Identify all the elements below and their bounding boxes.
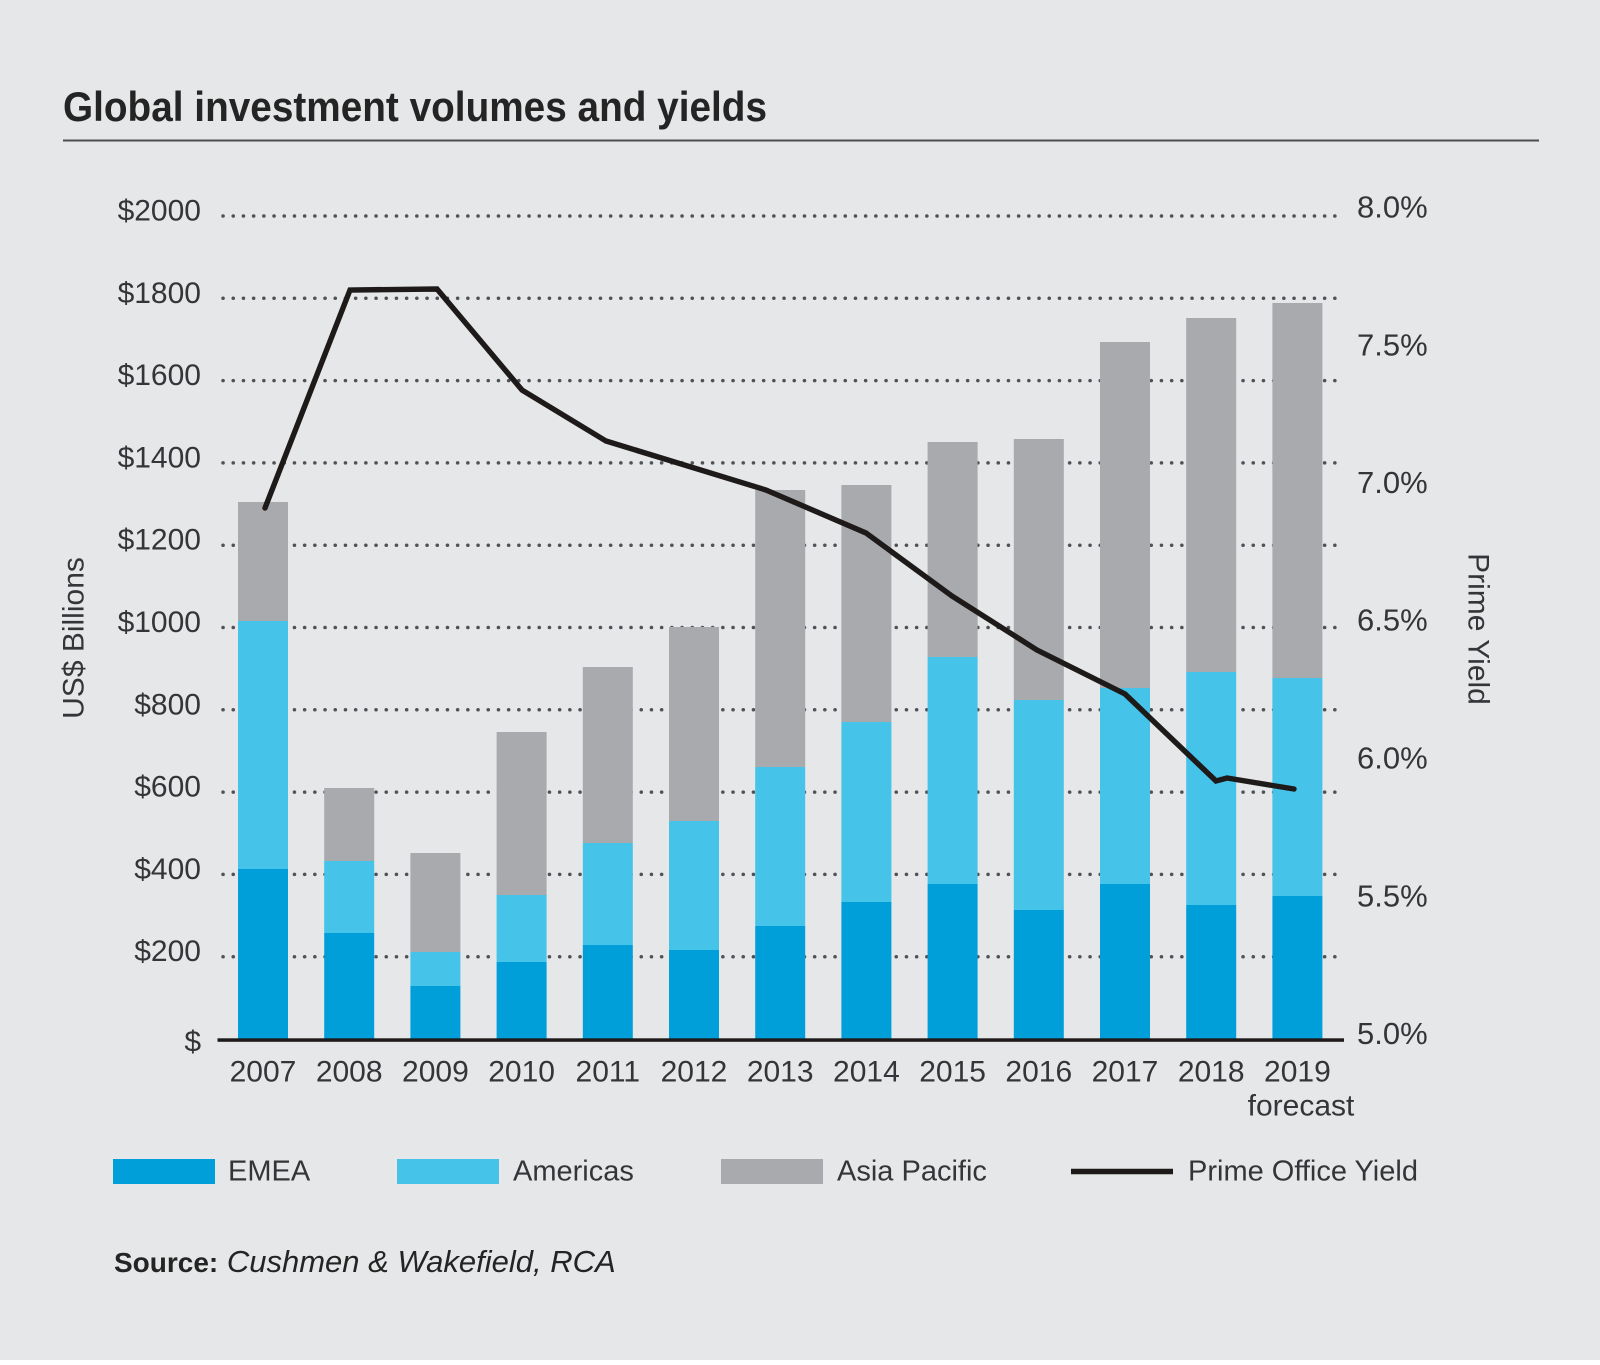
svg-text:7.5%: 7.5% bbox=[1357, 327, 1428, 362]
svg-text:5.5%: 5.5% bbox=[1357, 878, 1428, 913]
svg-text:forecast: forecast bbox=[1248, 1090, 1355, 1123]
svg-text:$1600: $1600 bbox=[118, 359, 201, 392]
svg-text:$600: $600 bbox=[134, 771, 201, 804]
svg-text:$800: $800 bbox=[134, 688, 201, 721]
svg-text:2012: 2012 bbox=[661, 1056, 728, 1089]
svg-text:7.0%: 7.0% bbox=[1357, 465, 1428, 500]
svg-text:$: $ bbox=[184, 1026, 201, 1059]
svg-text:$1200: $1200 bbox=[118, 524, 201, 557]
svg-text:Prime Yield: Prime Yield bbox=[1462, 553, 1495, 705]
svg-text:2008: 2008 bbox=[316, 1056, 383, 1089]
svg-text:2011: 2011 bbox=[576, 1056, 641, 1089]
svg-text:2018: 2018 bbox=[1178, 1056, 1245, 1089]
svg-text:$2000: $2000 bbox=[118, 195, 201, 228]
svg-text:$400: $400 bbox=[134, 853, 201, 886]
svg-text:US$ Billions: US$ Billions bbox=[58, 557, 91, 719]
svg-text:2013: 2013 bbox=[747, 1056, 814, 1089]
svg-text:2009: 2009 bbox=[402, 1056, 469, 1089]
svg-text:EMEA: EMEA bbox=[228, 1156, 311, 1188]
svg-text:Source: Cushmen & Wakefield, R: Source: Cushmen & Wakefield, RCA bbox=[114, 1244, 616, 1279]
svg-text:2016: 2016 bbox=[1005, 1056, 1072, 1089]
svg-text:5.0%: 5.0% bbox=[1357, 1016, 1428, 1051]
svg-text:2015: 2015 bbox=[919, 1056, 986, 1089]
svg-text:8.0%: 8.0% bbox=[1357, 190, 1428, 225]
svg-text:2014: 2014 bbox=[833, 1056, 900, 1089]
svg-text:$1400: $1400 bbox=[118, 441, 201, 474]
svg-text:6.0%: 6.0% bbox=[1357, 741, 1428, 776]
svg-text:6.5%: 6.5% bbox=[1357, 603, 1428, 638]
svg-text:$1000: $1000 bbox=[118, 606, 201, 639]
svg-text:$200: $200 bbox=[134, 935, 201, 968]
svg-text:2007: 2007 bbox=[230, 1056, 297, 1089]
svg-text:Global investment volumes and: Global investment volumes and yields bbox=[63, 83, 767, 130]
svg-text:2017: 2017 bbox=[1092, 1056, 1159, 1089]
svg-text:2010: 2010 bbox=[488, 1056, 555, 1089]
svg-text:$1800: $1800 bbox=[118, 277, 201, 310]
svg-text:Americas: Americas bbox=[513, 1156, 634, 1188]
svg-text:Asia Pacific: Asia Pacific bbox=[837, 1156, 987, 1188]
svg-text:Prime Office Yield: Prime Office Yield bbox=[1188, 1156, 1418, 1188]
svg-text:2019: 2019 bbox=[1264, 1056, 1331, 1089]
